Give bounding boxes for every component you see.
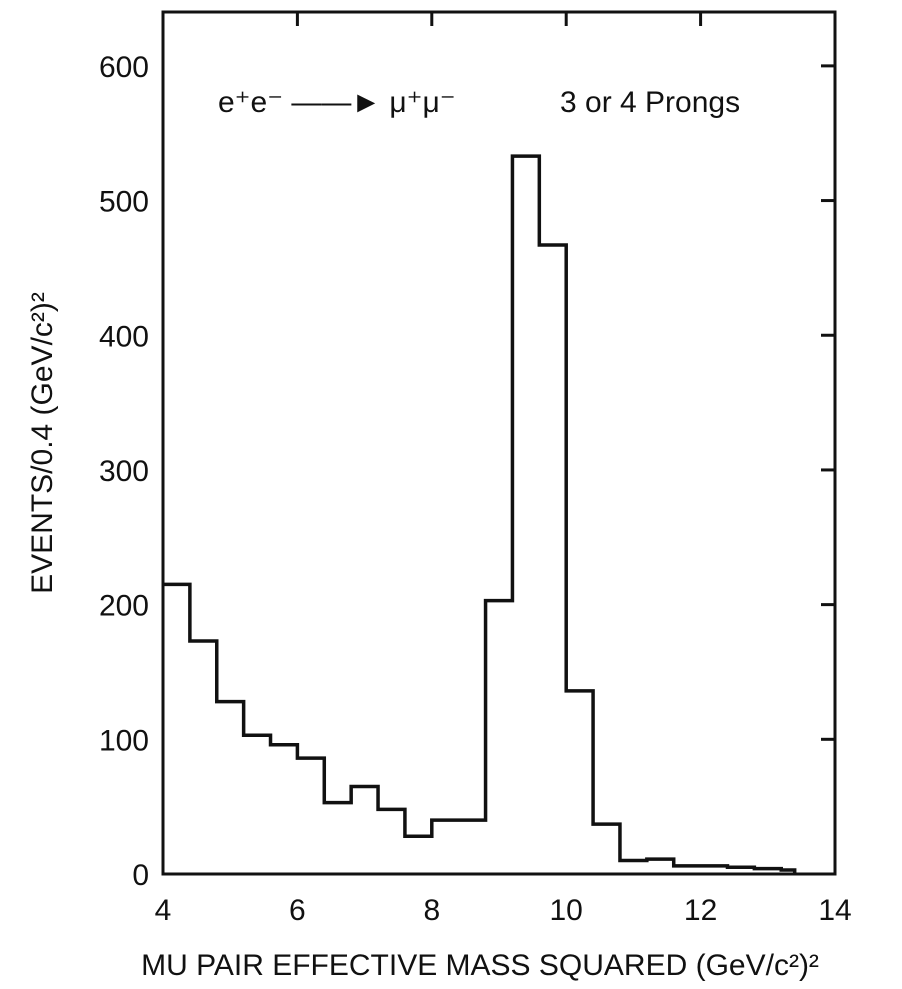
histogram-bin [593,824,620,874]
histogram-bars [163,156,795,874]
x-tick-label: 12 [684,894,717,927]
histogram-bin [244,735,271,874]
y-tick-label: 500 [99,186,149,219]
histogram-bin [190,641,217,874]
selection-annotation: 3 or 4 Prongs [560,86,740,119]
histogram-bin [566,691,593,874]
histogram-bin [297,758,324,874]
x-tick-label: 8 [423,894,440,927]
histogram-step-outline [163,154,797,874]
y-axis-ticks: 0 100 200 300 400 500 600 [99,51,835,892]
histogram-bin [647,859,674,874]
histogram-bin [271,745,298,874]
x-tick-label: 10 [550,894,583,927]
histogram-bin [432,820,459,874]
histogram-bin [512,156,539,874]
x-tick-label: 4 [155,894,172,927]
histogram-bin [324,803,351,874]
y-tick-label: 200 [99,590,149,623]
y-tick-label: 600 [99,51,149,84]
y-tick-label: 300 [99,455,149,488]
y-tick-label: 0 [132,859,149,892]
y-axis-title: EVENTS/0.4 (GeV/c²)² [26,292,59,594]
histogram-bin [378,809,405,874]
x-axis-title: MU PAIR EFFECTIVE MASS SQUARED (GeV/c²)² [141,949,819,982]
histogram-bin [486,601,513,874]
histogram-bin [163,584,190,874]
histogram-bin [459,820,486,874]
histogram-bin [405,836,432,874]
plot-frame [161,10,837,876]
x-tick-label: 6 [289,894,306,927]
reaction-annotation: e⁺e⁻ ——► μ⁺μ⁻ [218,86,456,119]
histogram-bin [217,702,244,874]
y-tick-label: 400 [99,320,149,353]
x-tick-label: 14 [818,894,851,927]
histogram-bin [351,786,378,874]
histogram-bin [539,245,566,874]
x-axis-ticks: 4 6 8 10 12 14 [155,12,852,927]
histogram-bin [620,861,647,874]
y-tick-label: 100 [99,724,149,757]
